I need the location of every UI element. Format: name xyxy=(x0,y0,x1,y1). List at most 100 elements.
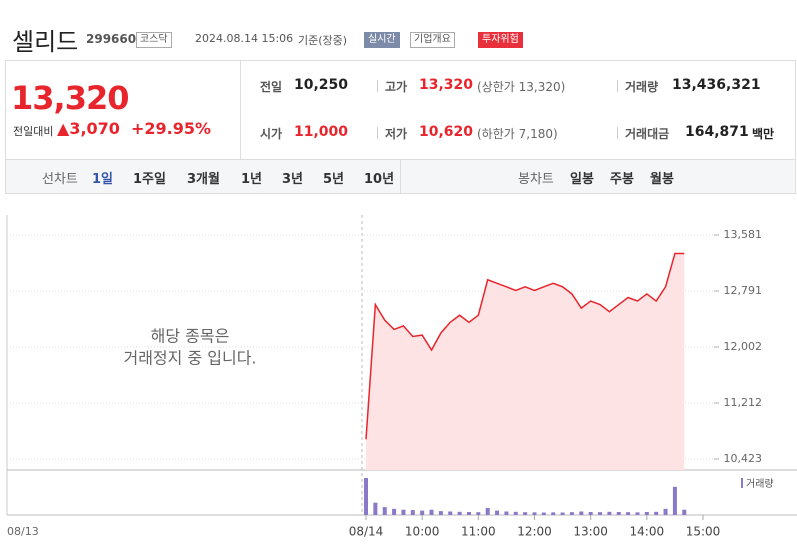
market-badge: 코스닥 xyxy=(136,32,172,48)
y-tick-label: 11,212 xyxy=(724,396,763,409)
y-tick-label: 12,002 xyxy=(724,340,763,353)
stat-note: (하한가 7,180) xyxy=(477,127,558,141)
period-tab[interactable]: 5년 xyxy=(323,172,345,187)
volume-bar xyxy=(598,512,603,515)
divider xyxy=(377,80,378,92)
stat-value: 164,871 xyxy=(685,124,749,140)
volume-bar xyxy=(401,509,406,515)
x-tick-label: 11:00 xyxy=(461,525,496,539)
volume-bar xyxy=(364,478,368,515)
volume-bar xyxy=(438,511,443,515)
halt-message: 거래정지 중 입니다. xyxy=(123,349,256,368)
x-tick-label: 14:00 xyxy=(630,525,665,539)
volume-bar xyxy=(532,512,537,515)
volume-bar xyxy=(560,512,565,515)
legend-label: 거래량 xyxy=(746,478,774,490)
tab-label: 봉차트 xyxy=(518,172,554,187)
volume-bar xyxy=(672,486,677,515)
volume-bar xyxy=(476,512,481,515)
volume-bar xyxy=(541,512,546,515)
period-tab[interactable]: 10년 xyxy=(364,172,395,187)
period-tab[interactable]: 1년 xyxy=(241,172,263,187)
y-tick-label: 10,423 xyxy=(724,452,763,465)
volume-bar xyxy=(663,508,668,515)
volume-bar xyxy=(392,508,397,515)
date: 2024.08.14 15:06 xyxy=(195,32,294,45)
volume-bar xyxy=(382,507,387,515)
stat-value: 11,000 xyxy=(294,124,349,140)
stat-value: 13,320 xyxy=(419,77,474,93)
stat-label: 시가 xyxy=(260,127,283,141)
period-tab[interactable]: 3개월 xyxy=(187,172,220,187)
stat-note: (상한가 13,320) xyxy=(477,80,566,94)
stat-value: 13,436,321 xyxy=(672,77,761,93)
volume-bar xyxy=(551,512,556,515)
volume-bar xyxy=(626,512,631,515)
stock-name: 셀리드 xyxy=(12,28,79,56)
volume-bar xyxy=(485,507,490,515)
change-rate: +29.95% xyxy=(131,119,212,138)
y-tick-label: 12,791 xyxy=(724,284,763,297)
divider xyxy=(617,80,618,92)
legend-swatch xyxy=(741,478,743,488)
stat-label: 고가 xyxy=(385,80,408,94)
volume-bar xyxy=(466,512,471,515)
risk-button[interactable]: 투자위험 xyxy=(478,32,523,48)
volume-bar xyxy=(429,509,434,515)
chart: 10,423 11,212 12,002 12,791 13,581 거래량 08/14 10… xyxy=(6,215,797,539)
price-area xyxy=(366,253,685,470)
change-value: 3,070 xyxy=(69,119,120,138)
volume-bar xyxy=(513,511,518,515)
stat-label: 저가 xyxy=(385,127,408,141)
divider xyxy=(377,127,378,139)
volume-bar xyxy=(644,512,649,515)
stat-label: 전일 xyxy=(260,80,283,94)
volume-bar xyxy=(410,510,415,515)
company-button[interactable]: 기업개요 xyxy=(410,32,455,48)
divider xyxy=(400,160,401,193)
x-tick-label: 12:00 xyxy=(517,525,552,539)
x-tick-label: 08/13 xyxy=(7,525,39,538)
period-tab[interactable]: 1일 xyxy=(92,172,114,187)
change: ▲3,070 xyxy=(57,119,120,138)
current-price: 13,320 xyxy=(11,79,129,117)
stat-label: 거래량 xyxy=(625,80,659,94)
volume-bar xyxy=(523,512,528,515)
divider xyxy=(617,127,618,139)
period-tab[interactable]: 1주일 xyxy=(133,172,166,187)
volume-bar xyxy=(588,512,593,515)
volume-bar xyxy=(569,512,574,515)
stock-code: 299660 xyxy=(86,32,137,46)
stat-unit: 백만 xyxy=(752,127,775,141)
volume-bar xyxy=(654,511,659,515)
volume-bar xyxy=(579,511,584,515)
price-line xyxy=(365,252,685,440)
period-tab[interactable]: 주봉 xyxy=(610,172,634,187)
halt-message: 해당 종목은 xyxy=(151,327,230,346)
volume-bar xyxy=(635,512,640,515)
stat-label: 거래대금 xyxy=(625,127,670,141)
x-tick-label: 13:00 xyxy=(573,525,608,539)
realtime-button[interactable]: 실시간 xyxy=(364,32,400,48)
period-tab[interactable]: 월봉 xyxy=(650,172,674,187)
volume-bar xyxy=(616,512,621,515)
volume-bar xyxy=(504,511,509,515)
basis: 기준(장중) xyxy=(298,34,348,47)
x-tick-label: 10:00 xyxy=(405,525,440,539)
divider xyxy=(240,60,241,159)
stat-value: 10,250 xyxy=(294,77,349,93)
volume-bar xyxy=(457,511,462,515)
volume-bar xyxy=(682,509,687,515)
period-tab[interactable]: 일봉 xyxy=(570,172,594,187)
y-tick-label: 13,581 xyxy=(724,228,763,241)
tab-label: 선차트 xyxy=(42,172,78,187)
stat-value: 10,620 xyxy=(419,124,474,140)
volume-bar xyxy=(607,511,612,515)
period-tab[interactable]: 3년 xyxy=(282,172,304,187)
change-label: 전일대비 xyxy=(13,125,54,138)
volume-bar xyxy=(420,510,425,515)
volume-bar xyxy=(373,502,378,515)
volume-bar xyxy=(448,511,453,515)
x-tick-label: 08/14 xyxy=(349,525,384,539)
